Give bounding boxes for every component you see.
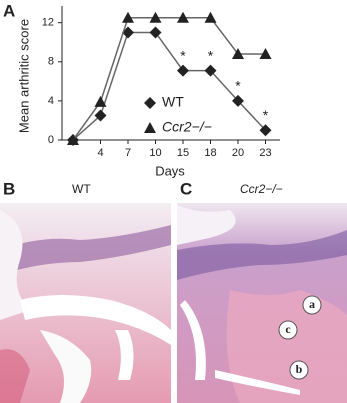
marker — [204, 64, 217, 77]
marker — [94, 95, 107, 107]
x-tick-label: 7 — [125, 147, 131, 159]
histology-ccr2 — [177, 203, 347, 403]
region-label: a — [309, 297, 315, 311]
marker — [122, 11, 134, 23]
histology-wt — [0, 203, 171, 403]
panel-label: A — [3, 1, 15, 20]
annotation: * — [263, 107, 269, 123]
x-axis-label: Days — [155, 163, 185, 178]
marker — [149, 11, 162, 23]
annotation: * — [208, 47, 214, 63]
x-tick-label: 4 — [97, 147, 103, 159]
panel-label: B — [3, 179, 15, 198]
y-tick-label: 0 — [48, 134, 54, 146]
marker — [204, 11, 217, 23]
x-tick-label: 15 — [177, 147, 189, 159]
marker — [232, 47, 244, 59]
marker — [259, 124, 272, 137]
region-marker — [302, 295, 322, 315]
region-marker — [278, 320, 298, 340]
legend-label: Ccr2−/− — [162, 119, 212, 135]
annotation: * — [180, 47, 186, 63]
panel-title: WT — [72, 182, 91, 196]
marker — [232, 94, 244, 107]
marker — [177, 11, 189, 23]
y-tick-label: 8 — [48, 56, 54, 68]
marker — [144, 122, 156, 133]
marker — [177, 64, 189, 77]
marker — [67, 134, 79, 145]
x-tick-label: 10 — [149, 147, 161, 159]
marker — [144, 97, 156, 109]
y-axis-label: Mean arthritic score — [16, 19, 31, 133]
series-line — [72, 17, 266, 141]
y-tick-label: 4 — [48, 95, 54, 107]
x-tick-label: 23 — [259, 147, 271, 159]
marker — [149, 26, 162, 39]
panel-label: C — [180, 179, 192, 198]
series-line — [72, 31, 267, 141]
legend-label: WT — [162, 94, 184, 110]
region-label: c — [285, 322, 291, 336]
region-label: b — [296, 362, 303, 376]
annotation: * — [235, 78, 241, 94]
x-tick-label: 18 — [204, 147, 216, 159]
region-marker — [289, 360, 309, 380]
x-tick-label: 20 — [232, 147, 244, 159]
marker — [94, 109, 107, 122]
y-tick-label: 12 — [42, 17, 54, 29]
marker — [259, 47, 272, 59]
panel-title: Ccr2−/− — [240, 182, 283, 196]
marker — [122, 26, 134, 39]
